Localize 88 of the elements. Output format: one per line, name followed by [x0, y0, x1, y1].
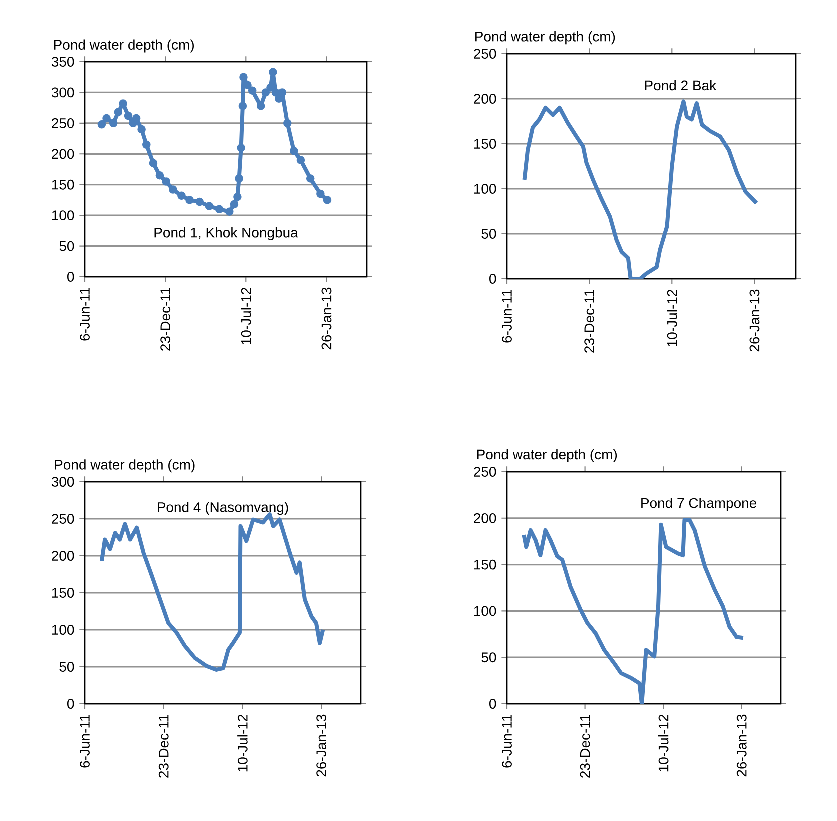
y-tick-label: 250	[474, 467, 496, 477]
point	[109, 119, 118, 128]
y-tick-label: 150	[52, 180, 74, 190]
point	[323, 196, 332, 204]
x-tick-label: 10-Jul-12	[658, 714, 669, 772]
y-tick-label: 350	[52, 57, 74, 67]
y-tick-label: 50	[60, 662, 74, 672]
y-axis-title: Pond water depth (cm)	[54, 40, 194, 53]
point	[240, 73, 248, 82]
y-tick-label: 50	[60, 241, 74, 252]
point	[156, 172, 164, 180]
y-tick-label: 100	[52, 210, 74, 221]
point	[272, 88, 280, 97]
point	[215, 205, 224, 214]
point	[230, 200, 239, 209]
y-tick-label: 200	[52, 149, 74, 160]
y-tick-label: 200	[474, 513, 496, 524]
x-tick-label: 6-Jun-11	[80, 714, 90, 768]
point	[296, 156, 306, 164]
point	[290, 146, 298, 156]
y-tick-label: 250	[52, 514, 74, 524]
point	[186, 196, 194, 204]
x-tick-label: 10-Jul-12	[241, 288, 252, 345]
x-tick-label: 6-Jun-11	[502, 290, 512, 343]
point	[234, 193, 242, 202]
y-tick-label: 150	[52, 588, 74, 598]
point	[196, 198, 204, 206]
point	[114, 108, 123, 116]
y-tick-label: 300	[52, 477, 74, 487]
line-series	[522, 518, 746, 704]
point	[238, 102, 248, 110]
y-tick-label: 0	[490, 274, 496, 284]
point	[205, 202, 214, 210]
y-tick-label: 0	[68, 699, 74, 709]
point	[269, 68, 278, 77]
point	[237, 144, 246, 152]
y-tick-label: 50	[482, 229, 496, 239]
point	[98, 120, 106, 129]
point	[316, 190, 325, 198]
x-tick-label: 6-Jun-11	[502, 714, 512, 768]
annotation: Pond 1, Khok Nongbua	[154, 227, 298, 241]
x-tick-label: 6-Jun-11	[80, 288, 90, 341]
x-tick-label: 26-Jan-13	[750, 290, 760, 352]
y-tick-label: 150	[474, 560, 496, 570]
point	[124, 112, 133, 120]
x-tick-label: 26-Jan-13	[736, 714, 747, 777]
y-axis-title: Pond water depth (cm)	[55, 460, 195, 473]
point	[169, 186, 178, 194]
x-tick-label: 26-Jan-13	[316, 714, 327, 777]
y-axis-title: Pond water depth (cm)	[477, 449, 618, 462]
x-tick-label: 23-Dec-11	[584, 290, 595, 353]
y-tick-label: 200	[52, 551, 74, 561]
point	[278, 88, 287, 97]
y-tick-label: 100	[52, 625, 74, 635]
y-tick-label: 0	[68, 272, 74, 282]
line-series	[522, 100, 759, 279]
y-tick-label: 100	[474, 184, 496, 194]
annotation: Pond 4 (Nasomvang)	[158, 502, 288, 516]
y-tick-label: 0	[490, 699, 496, 709]
point	[102, 114, 111, 123]
y-tick-label: 250	[474, 49, 496, 59]
y-tick-label: 50	[482, 652, 496, 663]
y-tick-label: 300	[52, 88, 74, 98]
y-tick-label: 150	[474, 139, 496, 149]
y-tick-label: 200	[474, 94, 496, 104]
x-tick-label: 23-Dec-11	[580, 714, 590, 778]
annotation: Pond 2 Bak	[645, 80, 717, 91]
point	[248, 86, 257, 95]
x-tick-label: 10-Jul-12	[667, 290, 678, 347]
point	[262, 88, 270, 97]
x-tick-label: 23-Dec-11	[158, 714, 169, 778]
y-tick-label: 100	[474, 606, 496, 616]
x-tick-label: 10-Jul-12	[238, 714, 248, 772]
point	[284, 119, 292, 128]
point	[226, 208, 234, 216]
point	[306, 174, 315, 183]
point	[138, 125, 146, 134]
x-tick-label: 26-Jan-13	[322, 288, 332, 350]
point	[178, 192, 186, 200]
y-axis-title: Pond water depth (cm)	[476, 32, 616, 45]
point	[256, 102, 266, 110]
annotation: Pond 7 Champone	[642, 498, 757, 512]
point	[149, 159, 158, 168]
point	[162, 178, 171, 186]
point	[235, 174, 244, 183]
point	[142, 140, 151, 150]
x-tick-label: 23-Dec-11	[160, 288, 171, 351]
y-tick-label: 250	[52, 118, 74, 128]
